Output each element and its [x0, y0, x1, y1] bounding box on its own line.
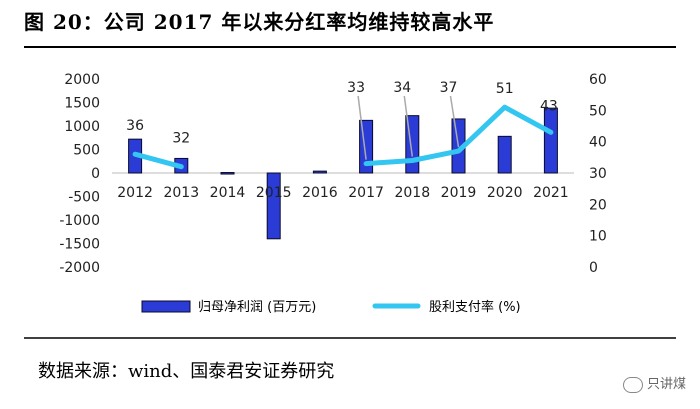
right-axis-tick-label: 10	[589, 229, 607, 245]
label-leader-lines	[357, 95, 460, 160]
left-axis-tick-label: -2000	[59, 260, 100, 276]
x-axis-tick-label: 2015	[256, 185, 292, 201]
x-axis-tick-label: 2017	[348, 185, 384, 201]
left-axis-tick-label: 0	[91, 166, 100, 182]
x-axis-tick-label: 2014	[210, 185, 246, 201]
left-axis-tick-label: -1000	[59, 213, 100, 229]
left-axis-tick-label: 1500	[64, 96, 100, 112]
left-axis-tick-label: 500	[73, 143, 100, 159]
legend-bar-swatch	[141, 300, 191, 313]
left-axis-tick-label: -500	[68, 190, 100, 206]
right-axis-tick-label: 50	[589, 103, 607, 119]
left-axis-tick-label: 2000	[64, 72, 100, 88]
x-axis-labels: 2012 2013 2014 2015 2016 2017 2018 2019 2020 2021	[117, 185, 568, 201]
payout-data-label: 36	[126, 118, 144, 134]
payout-data-label: 33	[347, 80, 365, 96]
x-axis-tick-label: 2012	[117, 185, 153, 201]
payout-data-label: 34	[393, 80, 411, 96]
right-axis: 60 50 40 30 20 10 0	[589, 72, 607, 276]
profit-bar	[543, 107, 558, 174]
profit-bar	[220, 172, 235, 175]
legend-bar-label: 归母净利润 (百万元)	[198, 300, 316, 315]
right-axis-tick-label: 0	[589, 260, 598, 276]
chart-title: 图 20：公司 2017 年以来分红率均维持较高水平	[24, 10, 495, 34]
watermark-text: 只讲煤	[646, 377, 686, 392]
legend-line-label: 股利支付率 (%)	[429, 299, 521, 315]
leader-line	[403, 95, 414, 157]
watermark: 只讲煤	[622, 373, 686, 393]
left-axis-tick-label: -1500	[59, 237, 100, 253]
right-axis-tick-label: 40	[589, 135, 607, 151]
payout-data-label: 37	[440, 80, 458, 96]
profit-bar	[266, 172, 281, 240]
x-axis-tick-label: 2021	[533, 185, 569, 201]
source-note: 数据来源：wind、国泰君安证券研究	[38, 361, 335, 382]
data-labels: 36 32 33 34 37 51 43	[126, 80, 558, 147]
payout-data-label: 43	[540, 98, 558, 114]
x-axis-tick-label: 2013	[163, 185, 199, 201]
leader-line	[357, 95, 367, 160]
wechat-icon	[622, 376, 643, 393]
profit-bar	[497, 135, 512, 174]
left-axis-tick-label: 1000	[64, 119, 100, 135]
profit-bar	[312, 170, 327, 174]
payout-data-label: 32	[172, 131, 190, 147]
x-axis-tick-label: 2016	[302, 185, 338, 201]
payout-data-label: 51	[496, 81, 514, 97]
payout-ratio-line	[132, 104, 554, 170]
right-axis-tick-label: 30	[589, 166, 607, 182]
x-axis-tick-label: 2018	[394, 185, 430, 201]
left-axis: 2000 1500 1000 500 0 -500 -1000 -1500 -2000	[59, 72, 100, 276]
legend: 归母净利润 (百万元) 股利支付率 (%)	[141, 299, 521, 315]
x-axis-tick-label: 2019	[441, 185, 477, 201]
leader-line	[449, 95, 460, 148]
right-axis-tick-label: 20	[589, 197, 607, 213]
x-axis-tick-label: 2020	[487, 185, 523, 201]
right-axis-tick-label: 60	[589, 72, 607, 88]
